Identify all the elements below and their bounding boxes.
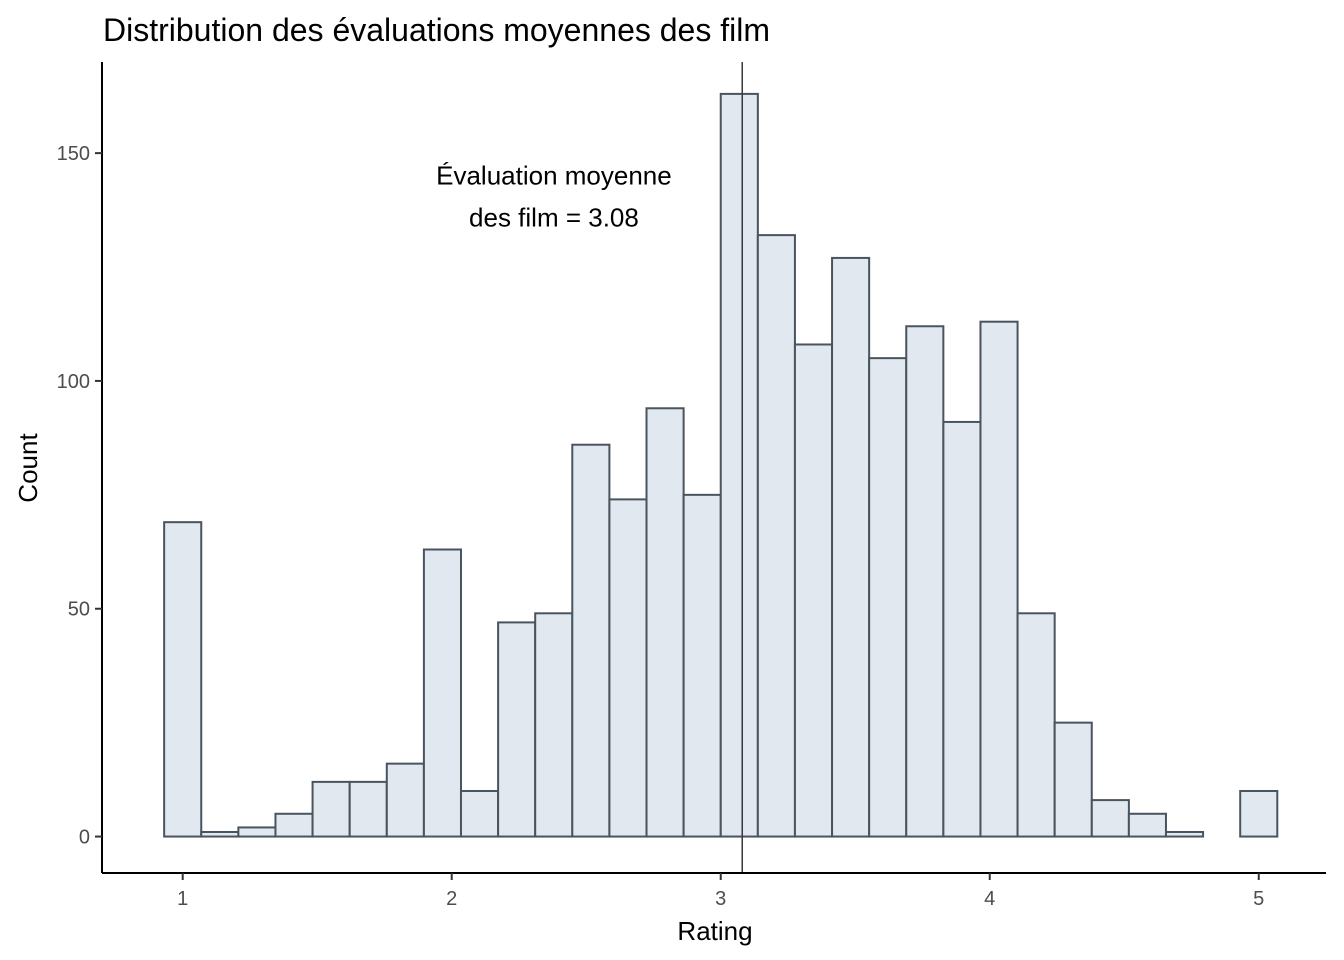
x-axis-label: Rating <box>677 916 752 946</box>
x-tick-label: 5 <box>1253 888 1264 910</box>
histogram-bar <box>942 420 982 838</box>
chart-title: Distribution des évaluations moyennes de… <box>103 12 770 48</box>
histogram-bar <box>1090 799 1130 838</box>
y-axis-label: Count <box>13 433 43 503</box>
histogram-bar <box>831 256 871 838</box>
histogram-bar <box>719 92 759 838</box>
histogram-bar <box>756 234 796 838</box>
histogram-bar <box>385 762 425 838</box>
histogram-bar <box>1016 612 1056 838</box>
histogram-bar <box>571 443 611 838</box>
mean-annotation-line-1: Évaluation moyenne <box>436 160 672 190</box>
histogram-bar <box>459 789 500 838</box>
histogram-bar <box>1239 789 1279 838</box>
histogram-bar <box>1053 721 1093 838</box>
histogram-bar <box>311 780 351 838</box>
histogram-bar <box>905 325 945 838</box>
x-tick-label: 3 <box>715 888 726 910</box>
histogram-bar <box>200 830 240 838</box>
histogram-bar <box>237 826 277 838</box>
y-axis-ticks: 0 50 100 150 <box>57 143 102 849</box>
histogram-bar <box>645 407 685 838</box>
histogram-bar <box>608 498 648 838</box>
histogram-bar <box>348 780 388 838</box>
histogram-bar <box>682 493 722 838</box>
y-tick-label: 50 <box>68 599 90 621</box>
histogram-bars <box>163 92 1279 838</box>
y-tick-label: 150 <box>57 143 90 165</box>
y-tick-label: 100 <box>57 371 90 393</box>
x-tick-label: 4 <box>984 888 995 910</box>
x-axis-ticks: 1 2 3 4 5 <box>177 873 1264 910</box>
histogram-bar <box>1164 830 1205 838</box>
mean-annotation-line-2: des film = 3.08 <box>469 202 639 232</box>
x-tick-label: 2 <box>446 888 457 910</box>
histogram-bar <box>497 621 537 838</box>
histogram-bar <box>868 357 908 838</box>
histogram-bar <box>534 612 574 838</box>
histogram-bar <box>1127 812 1167 838</box>
histogram-bar <box>274 812 314 838</box>
histogram-bar <box>422 548 462 838</box>
x-tick-label: 1 <box>177 888 188 910</box>
histogram-bar <box>163 521 203 838</box>
histogram-bar <box>979 320 1019 838</box>
histogram-bar <box>793 343 834 838</box>
y-tick-label: 0 <box>79 827 90 849</box>
